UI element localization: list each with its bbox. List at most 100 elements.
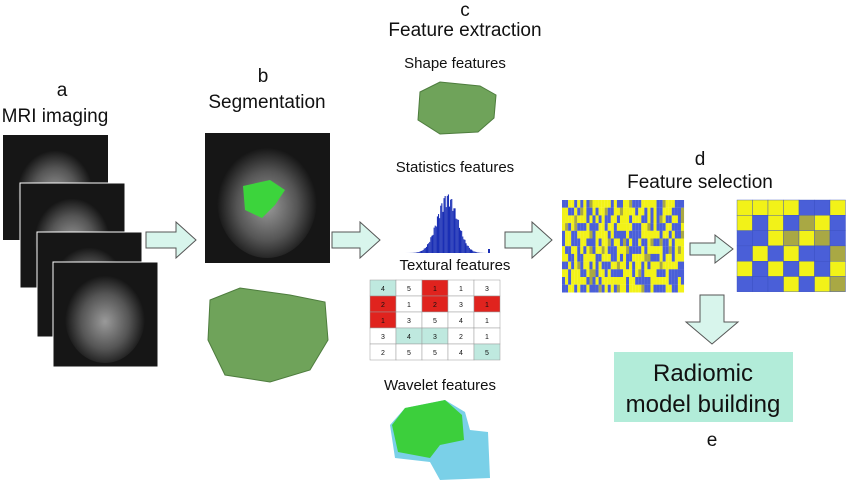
heat-cell bbox=[668, 284, 672, 293]
heat-cell bbox=[565, 269, 569, 278]
heat-cell bbox=[580, 246, 584, 254]
heat-cell bbox=[592, 207, 596, 216]
heat-cell bbox=[629, 277, 633, 285]
heat-cell bbox=[568, 284, 572, 293]
heat-cell bbox=[653, 277, 657, 285]
heat-cell bbox=[607, 207, 611, 216]
heat-cell bbox=[798, 230, 815, 247]
grid-cell bbox=[473, 343, 501, 361]
heat-cell bbox=[613, 215, 617, 224]
heat-cell bbox=[662, 223, 666, 231]
heat-cell bbox=[607, 269, 611, 278]
heat-cell bbox=[589, 200, 593, 208]
heat-cell bbox=[659, 223, 663, 231]
cell-value: 1 bbox=[485, 302, 489, 309]
heat-cell bbox=[583, 261, 587, 270]
heat-cell bbox=[574, 261, 578, 270]
heat-cell bbox=[607, 284, 611, 293]
heat-cell bbox=[629, 215, 633, 224]
heat-cell bbox=[604, 261, 608, 270]
segmentation-image bbox=[205, 133, 330, 263]
hist-bar bbox=[419, 251, 421, 253]
heat-cell bbox=[580, 223, 584, 231]
heat-cell bbox=[580, 207, 584, 216]
heat-cell bbox=[623, 238, 627, 247]
heat-cell bbox=[595, 230, 599, 239]
heat-cell bbox=[736, 230, 753, 247]
heat-cell bbox=[662, 261, 666, 270]
heat-cell bbox=[656, 230, 660, 239]
heat-cell bbox=[586, 261, 590, 270]
heat-cell bbox=[638, 215, 642, 224]
heat-cell bbox=[783, 230, 800, 247]
heat-cell bbox=[574, 246, 578, 254]
heat-cell bbox=[610, 261, 614, 270]
heat-cell bbox=[656, 261, 660, 270]
heat-cell bbox=[638, 230, 642, 239]
heat-cell bbox=[580, 215, 584, 224]
heat-cell bbox=[674, 238, 678, 247]
heat-cell bbox=[677, 277, 681, 285]
heat-cell bbox=[677, 269, 681, 278]
step-letter: d bbox=[695, 149, 706, 170]
heat-cell bbox=[580, 230, 584, 239]
heat-cell bbox=[656, 246, 660, 254]
heat-cell bbox=[641, 246, 645, 254]
hist-bar bbox=[472, 250, 474, 253]
heat-cell bbox=[607, 230, 611, 239]
heat-cell bbox=[610, 246, 614, 254]
heat-cell bbox=[632, 238, 636, 247]
heat-cell bbox=[610, 200, 614, 208]
heat-cell bbox=[568, 261, 572, 270]
heat-cell bbox=[647, 200, 651, 208]
heat-cell bbox=[632, 207, 636, 216]
heat-cell bbox=[644, 223, 648, 231]
hist-bar bbox=[474, 251, 476, 253]
heat-cell bbox=[574, 253, 578, 262]
heat-cell bbox=[665, 207, 669, 216]
heat-cell bbox=[616, 277, 620, 285]
heat-cell bbox=[589, 230, 593, 239]
heat-cell bbox=[623, 230, 627, 239]
heat-cell bbox=[601, 277, 605, 285]
heat-cell bbox=[607, 246, 611, 254]
heat-cell bbox=[680, 207, 685, 216]
heat-cell bbox=[644, 246, 648, 254]
heat-cell bbox=[736, 245, 753, 262]
heat-cell bbox=[635, 223, 639, 231]
heat-cell bbox=[674, 253, 678, 262]
heat-cell bbox=[568, 238, 572, 247]
heat-cell bbox=[589, 238, 593, 247]
heat-cell bbox=[668, 261, 672, 270]
heat-cell bbox=[583, 230, 587, 239]
heat-cell bbox=[635, 200, 639, 208]
heat-cell bbox=[680, 200, 685, 208]
hist-bar bbox=[476, 252, 478, 253]
cell-value: 2 bbox=[433, 302, 437, 309]
heat-cell bbox=[671, 230, 675, 239]
heat-cell bbox=[562, 277, 566, 285]
heat-cell bbox=[577, 246, 581, 254]
heat-cell bbox=[562, 284, 566, 293]
heat-cell bbox=[632, 200, 636, 208]
heat-cell bbox=[577, 277, 581, 285]
heat-cell bbox=[629, 261, 633, 270]
heat-cell bbox=[583, 246, 587, 254]
heat-cell bbox=[574, 215, 578, 224]
heat-cell bbox=[662, 238, 666, 247]
heat-cell bbox=[616, 238, 620, 247]
hist-bar bbox=[441, 203, 443, 253]
heat-cell bbox=[677, 246, 681, 254]
heat-cell bbox=[638, 261, 642, 270]
heat-cell bbox=[598, 277, 602, 285]
step-title: MRI imaging bbox=[2, 106, 109, 127]
heat-cell bbox=[677, 200, 681, 208]
heat-cell bbox=[674, 223, 678, 231]
heat-cell bbox=[595, 246, 599, 254]
cell-value: 4 bbox=[459, 350, 463, 357]
hist-bar bbox=[461, 230, 463, 253]
heat-cell bbox=[662, 277, 666, 285]
heat-cell bbox=[635, 230, 639, 239]
heat-cell bbox=[580, 200, 584, 208]
